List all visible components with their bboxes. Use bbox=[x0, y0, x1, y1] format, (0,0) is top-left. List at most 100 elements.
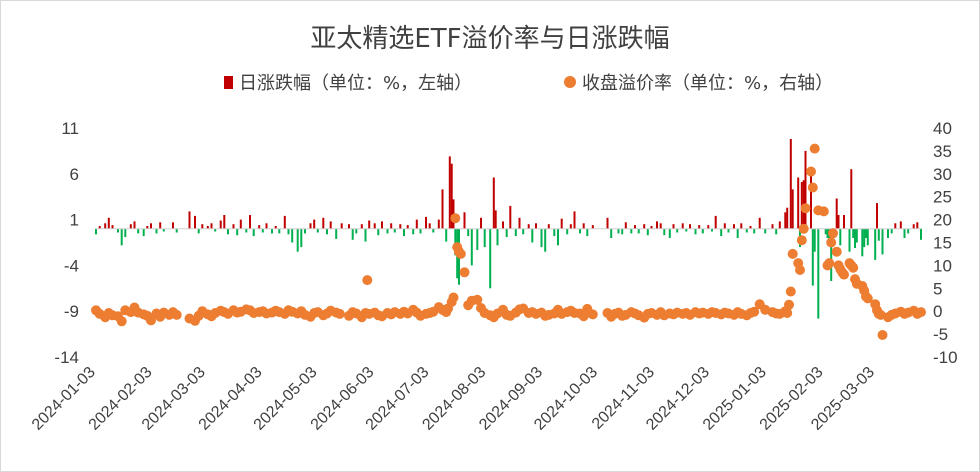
bar bbox=[329, 221, 332, 229]
bar bbox=[335, 228, 338, 239]
bar bbox=[606, 217, 609, 229]
bar bbox=[463, 212, 466, 229]
bar bbox=[876, 203, 878, 229]
bar bbox=[890, 228, 893, 234]
bar bbox=[835, 198, 838, 229]
bar bbox=[415, 219, 418, 229]
bar bbox=[863, 228, 866, 248]
bar bbox=[874, 228, 877, 260]
bar bbox=[470, 228, 473, 266]
bar bbox=[579, 228, 581, 234]
scatter-point bbox=[798, 223, 809, 234]
bar bbox=[98, 226, 101, 229]
bar bbox=[877, 228, 880, 241]
right-tick-label: 10 bbox=[933, 256, 952, 275]
bar bbox=[694, 228, 697, 235]
bar bbox=[360, 224, 363, 229]
bar bbox=[698, 225, 701, 229]
bar bbox=[771, 224, 774, 229]
bar bbox=[650, 226, 653, 229]
bar bbox=[740, 223, 743, 229]
right-tick-label: 30 bbox=[933, 165, 952, 184]
bar bbox=[916, 222, 919, 229]
bar bbox=[428, 223, 431, 229]
left-tick-label: -14 bbox=[54, 348, 79, 367]
bar bbox=[313, 219, 316, 229]
chart-title: 亚太精选ETF溢价率与日涨跌幅 bbox=[310, 24, 669, 54]
scatter-point bbox=[796, 235, 807, 246]
bar bbox=[111, 225, 114, 229]
bar bbox=[509, 205, 512, 229]
bar bbox=[278, 228, 281, 234]
bar bbox=[544, 228, 547, 252]
scatter-point bbox=[916, 307, 926, 318]
scatter-point bbox=[455, 248, 466, 259]
left-tick-label: 6 bbox=[70, 165, 79, 184]
bar bbox=[150, 223, 152, 229]
bar bbox=[899, 221, 902, 229]
bar bbox=[854, 228, 856, 248]
scatter-point bbox=[800, 203, 811, 214]
bar bbox=[441, 189, 444, 229]
scatter-point bbox=[784, 299, 794, 310]
scatter-point bbox=[450, 213, 461, 224]
bar bbox=[659, 223, 662, 229]
bar bbox=[637, 228, 640, 234]
scatter-point bbox=[785, 286, 796, 297]
scatter-point bbox=[116, 316, 127, 327]
bar bbox=[566, 228, 569, 235]
bar bbox=[789, 139, 792, 229]
bar bbox=[403, 228, 405, 237]
bar bbox=[194, 215, 196, 229]
bar bbox=[672, 224, 675, 229]
bar bbox=[483, 228, 486, 248]
bar bbox=[197, 228, 200, 234]
legend-bar-swatch bbox=[224, 76, 233, 89]
bar bbox=[557, 228, 559, 246]
bar bbox=[175, 228, 178, 233]
scatter-point bbox=[472, 294, 483, 305]
bar bbox=[159, 222, 162, 229]
bar bbox=[304, 228, 306, 234]
bar bbox=[406, 225, 409, 229]
bar bbox=[634, 225, 636, 229]
bar bbox=[494, 210, 497, 229]
bar bbox=[522, 228, 525, 235]
bar bbox=[804, 150, 807, 229]
bar bbox=[855, 228, 858, 243]
bar bbox=[547, 224, 550, 229]
scatter-point bbox=[587, 309, 598, 320]
bar bbox=[245, 228, 248, 233]
bar bbox=[445, 228, 448, 242]
scatter-point bbox=[171, 309, 182, 320]
bar bbox=[489, 228, 492, 289]
right-tick-label: 0 bbox=[933, 302, 942, 321]
legend: 日涨跌幅（单位：%，左轴） 收盘溢价率（单位：%，右轴） bbox=[224, 73, 833, 94]
bar bbox=[227, 228, 229, 235]
bar bbox=[811, 228, 814, 286]
bar bbox=[249, 215, 251, 229]
right-tick-label: 15 bbox=[933, 234, 952, 253]
bar bbox=[214, 228, 217, 232]
bar bbox=[265, 223, 268, 229]
left-tick-label: -4 bbox=[64, 256, 79, 275]
bar bbox=[381, 221, 383, 229]
bar bbox=[624, 222, 627, 229]
bar bbox=[865, 228, 867, 238]
bar bbox=[643, 224, 646, 229]
bar bbox=[340, 223, 343, 229]
bar bbox=[824, 228, 827, 235]
bar bbox=[866, 228, 869, 246]
bar bbox=[707, 225, 710, 229]
bar bbox=[502, 221, 504, 229]
bar bbox=[467, 228, 470, 237]
scatter-point bbox=[831, 246, 842, 257]
bar bbox=[287, 228, 290, 235]
bar bbox=[723, 223, 726, 229]
bar bbox=[733, 224, 735, 229]
bar bbox=[419, 228, 422, 234]
scatter-point bbox=[807, 182, 818, 193]
bar bbox=[736, 228, 739, 238]
bar bbox=[881, 228, 884, 255]
